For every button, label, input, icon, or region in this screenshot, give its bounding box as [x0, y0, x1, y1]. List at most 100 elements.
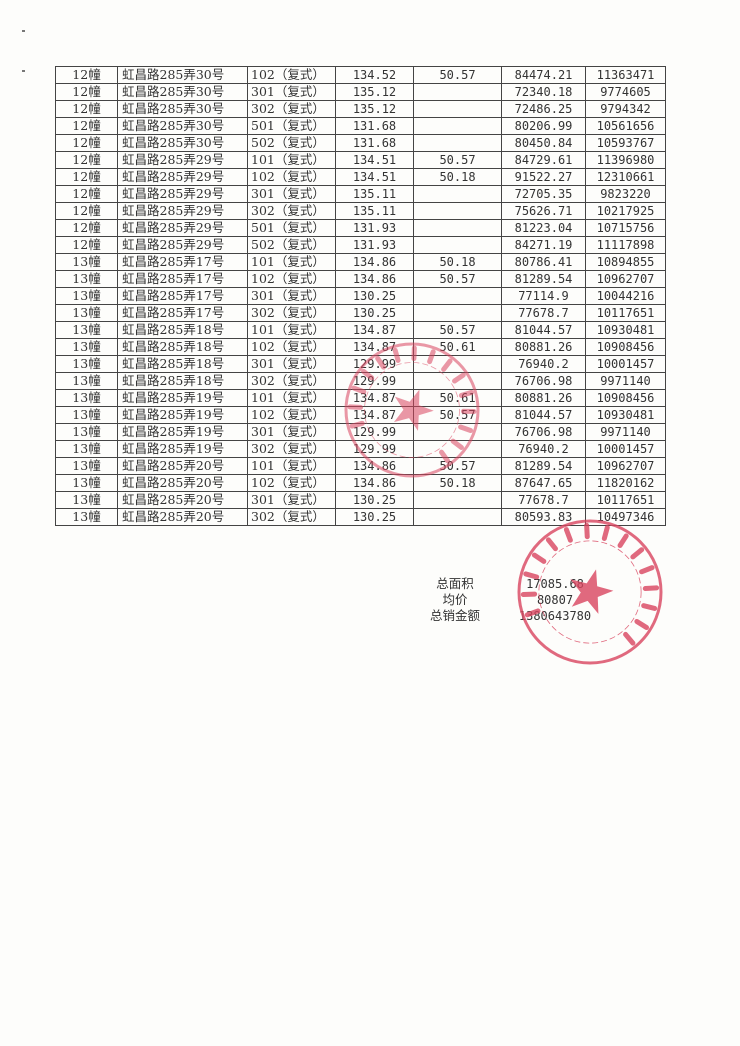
cell-unit-price: 81289.54: [501, 457, 586, 475]
cell-address: 虹昌路285弄29号: [117, 202, 248, 220]
cell-unit-price: 76940.2: [501, 355, 586, 373]
cell-building: 12幢: [55, 100, 118, 118]
cell-extra-area: 50.57: [413, 66, 502, 84]
cell-extra-area: 50.57: [413, 151, 502, 169]
cell-area: 134.51: [335, 151, 414, 169]
cell-area: 131.68: [335, 134, 414, 152]
total-sales-value: 1380643780: [518, 609, 592, 623]
avg-price-value: 80807: [536, 593, 574, 607]
cell-extra-area: 50.18: [413, 474, 502, 492]
cell-extra-area: 50.18: [413, 168, 502, 186]
seal-glyph-mark: [634, 618, 650, 631]
cell-unit: 101（复式）: [247, 389, 336, 407]
cell-building: 13幢: [55, 457, 118, 475]
cell-address: 虹昌路285弄29号: [117, 168, 248, 186]
cell-building: 12幢: [55, 185, 118, 203]
cell-unit-price: 84271.19: [501, 236, 586, 254]
cell-building: 13幢: [55, 355, 118, 373]
cell-extra-area: [413, 287, 502, 305]
cell-area: 129.99: [335, 423, 414, 441]
cell-extra-area: 50.61: [413, 338, 502, 356]
cell-building: 12幢: [55, 83, 118, 101]
table-row: 13幢 虹昌路285弄19号 301（复式） 129.99 76706.98 997114…: [55, 423, 666, 441]
cell-building: 13幢: [55, 321, 118, 339]
table-row: 12幢 虹昌路285弄29号 501（复式） 131.93 81223.04 107157…: [55, 219, 666, 237]
cell-total-price: 10894855: [585, 253, 666, 271]
cell-building: 12幢: [55, 202, 118, 220]
cell-total-price: 10930481: [585, 406, 666, 424]
cell-unit: 302（复式）: [247, 304, 336, 322]
cell-extra-area: [413, 304, 502, 322]
cell-unit-price: 80786.41: [501, 253, 586, 271]
cell-area: 134.87: [335, 321, 414, 339]
cell-extra-area: [413, 355, 502, 373]
cell-unit-price: 80450.84: [501, 134, 586, 152]
cell-extra-area: 50.57: [413, 270, 502, 288]
cell-unit-price: 72340.18: [501, 83, 586, 101]
cell-address: 虹昌路285弄29号: [117, 185, 248, 203]
scan-speck: [22, 70, 25, 72]
cell-unit-price: 81044.57: [501, 406, 586, 424]
cell-building: 13幢: [55, 474, 118, 492]
sales-table: 12幢 虹昌路285弄30号 102（复式） 134.52 50.57 84474.21 1…: [55, 66, 666, 526]
table-row: 13幢 虹昌路285弄17号 302（复式） 130.25 77678.7 1011765…: [55, 304, 666, 322]
seal-glyph-mark: [601, 525, 610, 542]
cell-unit: 101（复式）: [247, 151, 336, 169]
cell-area: 130.25: [335, 304, 414, 322]
cell-unit-price: 84729.61: [501, 151, 586, 169]
cell-extra-area: [413, 134, 502, 152]
cell-extra-area: [413, 440, 502, 458]
table-row: 12幢 虹昌路285弄30号 301（复式） 135.12 72340.18 977460…: [55, 83, 666, 101]
total-sales-label: 总销金额: [429, 608, 480, 623]
cell-extra-area: [413, 100, 502, 118]
cell-extra-area: [413, 491, 502, 509]
seal-glyph-mark: [641, 603, 658, 611]
cell-building: 13幢: [55, 372, 118, 390]
cell-address: 虹昌路285弄17号: [117, 270, 248, 288]
cell-address: 虹昌路285弄19号: [117, 389, 248, 407]
cell-area: 130.25: [335, 508, 414, 526]
cell-address: 虹昌路285弄19号: [117, 440, 248, 458]
cell-total-price: 11117898: [585, 236, 666, 254]
cell-area: 135.12: [335, 83, 414, 101]
cell-total-price: 11820162: [585, 474, 666, 492]
cell-area: 134.86: [335, 457, 414, 475]
cell-total-price: 10001457: [585, 440, 666, 458]
cell-total-price: 9971140: [585, 423, 666, 441]
cell-area: 129.99: [335, 440, 414, 458]
cell-unit: 101（复式）: [247, 253, 336, 271]
cell-total-price: 10001457: [585, 355, 666, 373]
cell-area: 134.87: [335, 338, 414, 356]
cell-address: 虹昌路285弄30号: [117, 117, 248, 135]
cell-unit: 301（复式）: [247, 491, 336, 509]
cell-unit: 302（复式）: [247, 508, 336, 526]
cell-building: 12幢: [55, 236, 118, 254]
cell-extra-area: 50.61: [413, 389, 502, 407]
cell-address: 虹昌路285弄20号: [117, 474, 248, 492]
cell-address: 虹昌路285弄18号: [117, 355, 248, 373]
cell-unit-price: 77678.7: [501, 491, 586, 509]
cell-address: 虹昌路285弄18号: [117, 321, 248, 339]
cell-building: 13幢: [55, 389, 118, 407]
cell-unit-price: 81223.04: [501, 219, 586, 237]
cell-area: 134.86: [335, 474, 414, 492]
cell-unit-price: 72705.35: [501, 185, 586, 203]
seal-glyph-mark: [584, 522, 590, 540]
cell-building: 12幢: [55, 66, 118, 84]
cell-total-price: 10962707: [585, 457, 666, 475]
cell-unit: 301（复式）: [247, 355, 336, 373]
cell-area: 134.86: [335, 253, 414, 271]
cell-area: 129.99: [335, 355, 414, 373]
cell-total-price: 9774605: [585, 83, 666, 101]
seal-glyph-mark: [545, 537, 558, 552]
cell-address: 虹昌路285弄20号: [117, 491, 248, 509]
cell-area: 131.93: [335, 236, 414, 254]
cell-building: 13幢: [55, 508, 118, 526]
cell-total-price: 10908456: [585, 338, 666, 356]
cell-unit: 502（复式）: [247, 134, 336, 152]
cell-extra-area: [413, 423, 502, 441]
cell-area: 135.12: [335, 100, 414, 118]
seal-glyph-mark: [563, 527, 573, 543]
cell-area: 134.87: [335, 406, 414, 424]
cell-building: 13幢: [55, 491, 118, 509]
